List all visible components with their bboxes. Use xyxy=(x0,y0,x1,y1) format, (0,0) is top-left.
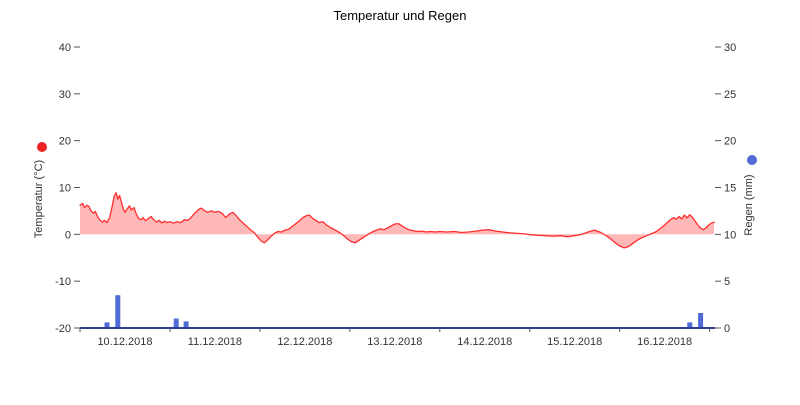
y-right-tick-label: 15 xyxy=(724,183,736,195)
rain-bar xyxy=(687,322,693,328)
y-left-axis-title: Temperatur (°C) xyxy=(33,160,45,238)
y-left-tick-label: 40 xyxy=(59,42,71,54)
x-axis-label: 13.12.2018 xyxy=(367,336,422,348)
x-axis-label: 11.12.2018 xyxy=(188,336,242,348)
temperature-area xyxy=(80,192,715,248)
rain-bar xyxy=(698,313,704,328)
y-right-tick-label: 25 xyxy=(724,89,736,101)
plot-area: -20 -10 0 10 20 30 40 0 5 10 15 20 25 30 10.12.2018 11.… xyxy=(55,42,736,348)
y-left-tick-label: -10 xyxy=(55,276,71,288)
y-left-tick-label: -20 xyxy=(55,323,71,335)
y-left-tick-label: 10 xyxy=(59,183,71,195)
rain-bar xyxy=(115,295,121,328)
temperature-line xyxy=(79,192,715,249)
x-axis-label: 15.12.2018 xyxy=(547,336,602,348)
x-axis-label: 16.12.2018 xyxy=(637,336,692,348)
y-right-tick-label: 0 xyxy=(724,323,730,335)
rain-bar xyxy=(183,321,189,328)
chart-title: Temperatur und Regen xyxy=(334,8,467,23)
y-left-tick-label: 0 xyxy=(65,229,71,241)
y-right-tick-label: 20 xyxy=(724,136,736,148)
x-axis-label: 14.12.2018 xyxy=(457,336,512,348)
x-axis-label: 10.12.2018 xyxy=(97,336,152,348)
rain-bar xyxy=(173,318,179,328)
y-right-tick-label: 10 xyxy=(724,229,736,241)
rain-legend-dot-icon xyxy=(747,155,757,165)
y-right-axis-title: Regen (mm) xyxy=(743,174,755,235)
y-left-tick-label: 20 xyxy=(59,136,71,148)
y-left-tick-label: 30 xyxy=(59,89,71,101)
y-right-tick-label: 30 xyxy=(724,42,736,54)
temperature-legend-dot-icon xyxy=(37,142,47,152)
x-axis-label: 12.12.2018 xyxy=(277,336,332,348)
y-right-tick-label: 5 xyxy=(724,276,730,288)
rain-bar xyxy=(104,322,110,328)
